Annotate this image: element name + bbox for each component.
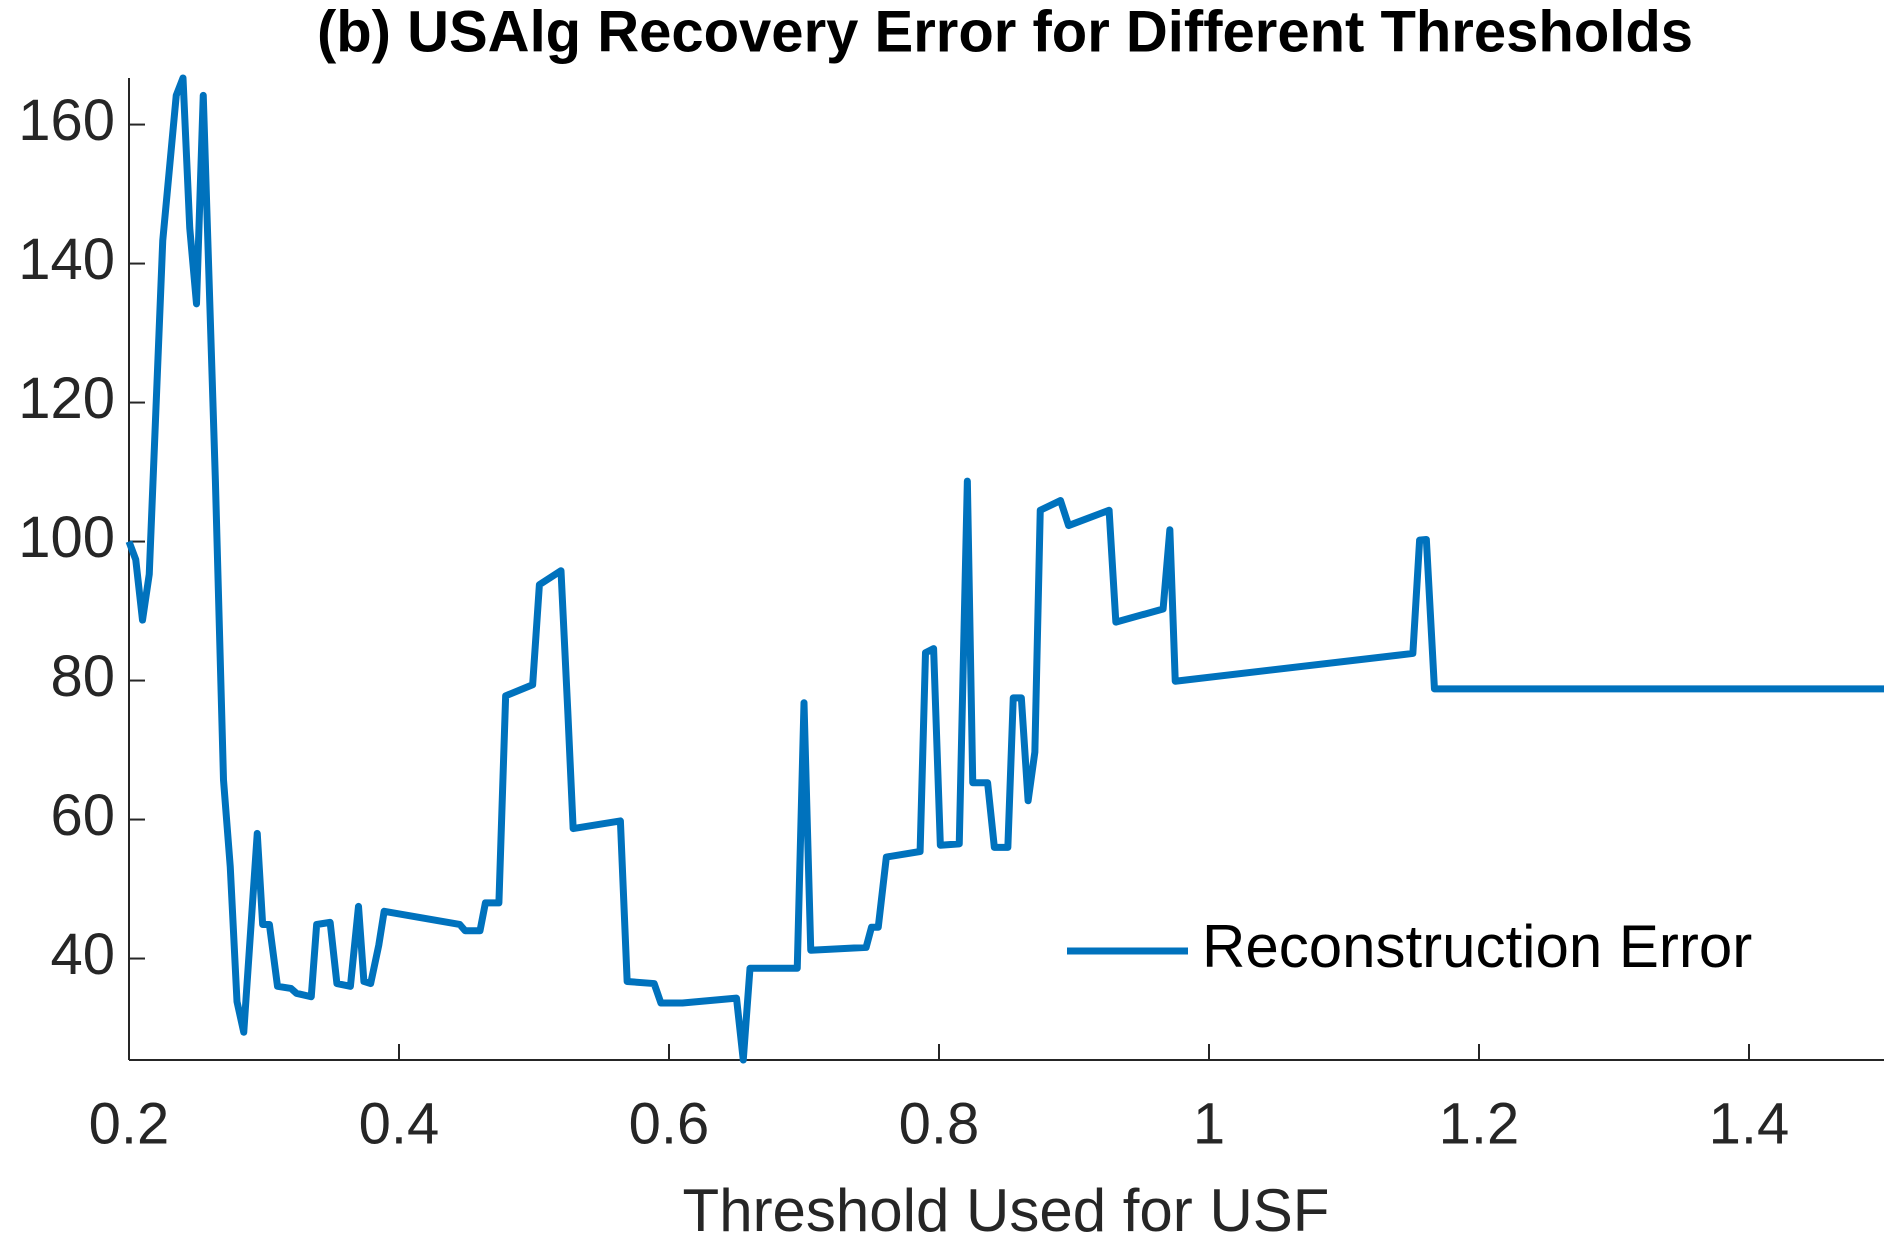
x-tick-label: 1 <box>1193 1091 1225 1156</box>
x-tick-label: 0.6 <box>629 1091 710 1156</box>
legend-label: Reconstruction Error <box>1202 913 1752 980</box>
chart-title: (b) USAlg Recovery Error for Different T… <box>317 0 1693 64</box>
y-tick-label: 60 <box>50 783 115 848</box>
x-tick-label: 0.2 <box>89 1091 170 1156</box>
y-tick-label: 40 <box>50 922 115 987</box>
y-tick-label: 80 <box>50 644 115 709</box>
x-axis-label: Threshold Used for USF <box>683 1177 1330 1244</box>
x-tick-label: 1.2 <box>1439 1091 1520 1156</box>
x-tick-label: 1.4 <box>1709 1091 1790 1156</box>
y-tick-label: 160 <box>18 88 115 153</box>
y-tick-label: 120 <box>18 366 115 431</box>
y-tick-label: 100 <box>18 505 115 570</box>
data-line <box>125 74 1884 1064</box>
x-tick-label: 0.8 <box>899 1091 980 1156</box>
y-tick-label: 140 <box>18 227 115 292</box>
x-tick-label: 0.4 <box>359 1091 440 1156</box>
